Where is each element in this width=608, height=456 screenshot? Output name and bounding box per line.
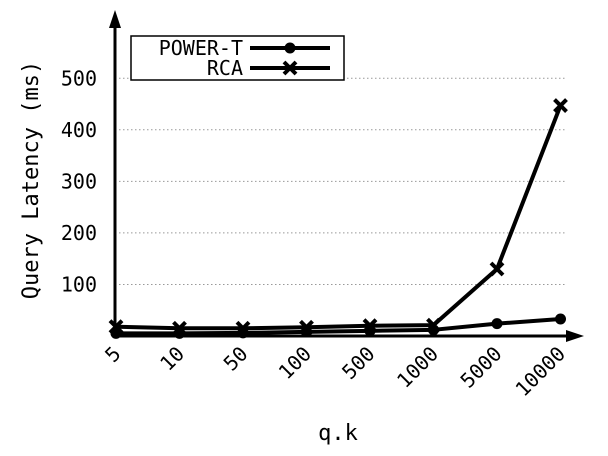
- x-axis-arrow: [566, 330, 584, 342]
- data-point-power-t: [555, 313, 566, 325]
- x-tick-label: 5000: [456, 342, 507, 393]
- data-point-rca: [299, 319, 314, 335]
- data-point-rca: [553, 98, 568, 113]
- data-point-rca: [362, 318, 378, 334]
- y-tick-label: 400: [61, 118, 97, 142]
- y-axis-label: Query Latency (ms): [19, 61, 44, 299]
- y-axis-arrow: [109, 10, 121, 28]
- legend-label-power-t: POWER-T: [159, 36, 243, 60]
- data-point-power-t: [491, 318, 503, 330]
- x-tick-label: 1000: [392, 342, 443, 393]
- x-tick-label: 10: [155, 342, 189, 376]
- legend-marker-rca: [282, 60, 298, 76]
- y-tick-label: 500: [61, 66, 97, 90]
- data-point-rca: [489, 261, 505, 277]
- data-point-rca: [172, 320, 187, 336]
- x-tick-label: 500: [337, 342, 380, 385]
- series-lines: [108, 98, 568, 339]
- series-line-power-t: [116, 316, 561, 336]
- grid-lines: [115, 77, 566, 285]
- legend-box: [130, 35, 345, 81]
- y-tick-label: 200: [61, 221, 97, 245]
- data-point-rca: [235, 320, 251, 336]
- y-tick-label: 100: [61, 272, 97, 296]
- legend: POWER-T RCA: [130, 35, 345, 81]
- y-tick-labels: 100 200 300 400 500: [61, 66, 97, 296]
- x-axis-label: q.k: [318, 421, 358, 446]
- data-point-rca: [108, 319, 124, 335]
- data-point-rca: [426, 317, 441, 333]
- x-tick-labels: 5 10 50 100 500 1000 5000 10000: [100, 342, 570, 402]
- x-tick-label: 50: [219, 342, 253, 376]
- x-tick-label: 5: [100, 342, 125, 367]
- y-tick-label: 300: [61, 169, 97, 193]
- series-line-rca: [115, 104, 563, 331]
- legend-label-rca: RCA: [207, 56, 243, 80]
- x-tick-label: 100: [274, 342, 317, 385]
- legend-marker-power-t: [284, 42, 296, 54]
- x-tick-label: 10000: [510, 342, 570, 402]
